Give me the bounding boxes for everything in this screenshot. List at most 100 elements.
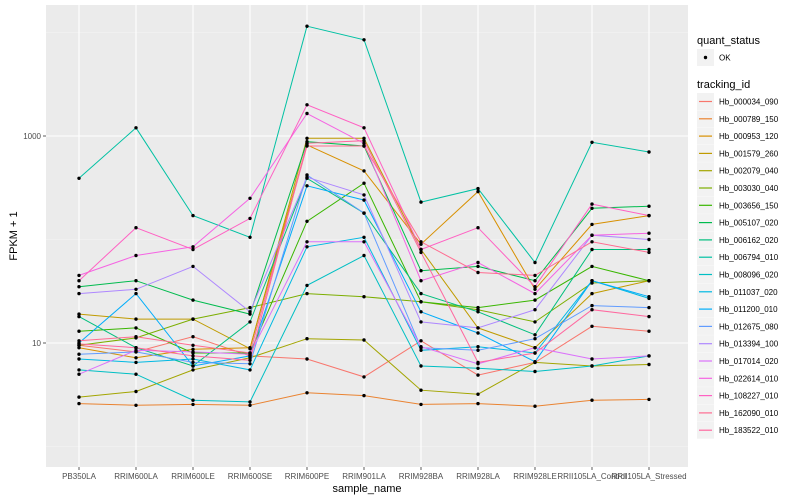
data-point-Hb_022614_010 — [419, 279, 423, 283]
data-point-Hb_162090_010 — [134, 335, 138, 339]
data-point-Hb_005107_020 — [419, 269, 423, 273]
data-point-Hb_017014_020 — [305, 240, 309, 244]
data-point-Hb_017014_020 — [533, 346, 537, 350]
data-point-Hb_108227_010 — [647, 213, 651, 218]
data-point-Hb_000953_120 — [134, 356, 138, 360]
data-point-Hb_162090_010 — [77, 339, 81, 343]
data-point-Hb_017014_020 — [419, 345, 423, 349]
data-point-Hb_011037_020 — [476, 345, 480, 349]
x-tick-label: RRII105LA_Control — [557, 472, 627, 481]
data-point-Hb_006162_020 — [590, 247, 594, 252]
data-point-Hb_013394_100 — [191, 264, 195, 269]
data-point-Hb_011200_010 — [590, 279, 594, 283]
data-point-Hb_008096_020 — [191, 398, 195, 402]
legend-label: Hb_000034_090 — [719, 98, 779, 107]
data-point-Hb_108227_010 — [305, 103, 309, 107]
data-point-Hb_000789_150 — [647, 397, 651, 402]
data-point-Hb_011037_020 — [362, 235, 366, 239]
data-point-Hb_162090_010 — [533, 273, 537, 278]
data-point-Hb_183522_010 — [191, 354, 195, 358]
data-point-Hb_011037_020 — [248, 368, 252, 372]
data-point-Hb_001579_260 — [362, 136, 366, 140]
data-point-Hb_013394_100 — [305, 175, 309, 179]
legend-label: Hb_003030_040 — [719, 184, 779, 193]
data-point-Hb_008096_020 — [134, 372, 138, 376]
data-point-Hb_013394_100 — [476, 326, 480, 330]
data-point-Hb_012675_080 — [590, 303, 594, 308]
data-point-Hb_013394_100 — [533, 308, 537, 312]
legend-label: Hb_006794_010 — [719, 253, 779, 262]
data-point-Hb_000789_150 — [362, 393, 366, 398]
y-tick-label: 1000 — [23, 132, 41, 141]
data-point-Hb_162090_010 — [590, 240, 594, 244]
data-point-Hb_108227_010 — [362, 126, 366, 130]
data-point-Hb_002079_040 — [77, 395, 81, 399]
data-point-Hb_006162_020 — [77, 314, 81, 319]
data-point-Hb_006794_010 — [476, 186, 480, 191]
data-point-Hb_006162_020 — [248, 320, 252, 324]
data-point-Hb_000789_150 — [476, 401, 480, 406]
data-point-Hb_022614_010 — [533, 291, 537, 296]
data-point-Hb_012675_080 — [533, 337, 537, 341]
data-point-Hb_002079_040 — [191, 368, 195, 372]
data-point-Hb_000789_150 — [191, 402, 195, 407]
data-point-Hb_001579_260 — [590, 291, 594, 296]
data-point-Hb_006794_010 — [191, 213, 195, 218]
legend-label: Hb_003656_150 — [719, 201, 779, 210]
data-point-Hb_011037_020 — [419, 348, 423, 352]
data-point-Hb_006162_020 — [533, 333, 537, 337]
x-tick-label: RRIM928LE — [513, 472, 557, 481]
x-tick-label: RRIM600LA — [114, 472, 158, 481]
data-point-Hb_005107_020 — [77, 285, 81, 289]
legend-label: Hb_008096_020 — [719, 271, 779, 280]
data-point-Hb_022614_010 — [134, 253, 138, 258]
minor-gridlines — [46, 32, 688, 447]
x-axis-title: sample_name — [332, 483, 401, 495]
legend-shape-title: quant_status — [697, 35, 760, 47]
data-point-Hb_000789_150 — [419, 402, 423, 407]
legend-items: Hb_000034_090 Hb_000789_150 Hb_000953_120 H… — [697, 93, 779, 439]
data-point-Hb_006794_010 — [590, 140, 594, 144]
data-point-Hb_022614_010 — [77, 273, 81, 278]
data-point-Hb_022614_010 — [305, 111, 309, 116]
data-point-Hb_012675_080 — [476, 348, 480, 352]
x-tick-label: RRIM928BA — [399, 472, 444, 481]
data-point-Hb_006162_020 — [476, 310, 480, 314]
data-point-Hb_022614_010 — [590, 233, 594, 237]
data-point-Hb_108227_010 — [476, 226, 480, 230]
legend-label: Hb_000953_120 — [719, 132, 779, 141]
data-point-Hb_017014_020 — [362, 240, 366, 244]
data-point-Hb_011037_020 — [305, 245, 309, 249]
data-point-Hb_003030_040 — [248, 305, 252, 310]
legend-label: Hb_006162_020 — [719, 236, 779, 245]
data-point-Hb_012675_080 — [362, 211, 366, 215]
data-point-Hb_002079_040 — [647, 362, 651, 367]
data-point-Hb_005107_020 — [590, 206, 594, 210]
data-point-Hb_001579_260 — [77, 312, 81, 316]
data-point-Hb_008096_020 — [305, 283, 309, 288]
data-point-Hb_006794_010 — [248, 235, 252, 239]
data-point-Hb_011037_020 — [134, 360, 138, 365]
data-point-Hb_162090_010 — [248, 351, 252, 355]
data-point-Hb_006794_010 — [533, 260, 537, 265]
data-point-Hb_013394_100 — [134, 287, 138, 291]
data-point-Hb_006794_010 — [134, 126, 138, 130]
data-point-Hb_000953_120 — [476, 189, 480, 194]
legend-label: Hb_012675_080 — [719, 322, 779, 331]
data-point-Hb_002079_040 — [476, 392, 480, 396]
data-point-Hb_003656_150 — [134, 326, 138, 330]
data-point-Hb_012675_080 — [191, 360, 195, 365]
data-point-Hb_006794_010 — [362, 38, 366, 42]
x-tick-label: RRIM600PE — [285, 472, 329, 481]
data-point-Hb_013394_100 — [77, 291, 81, 296]
data-point-Hb_108227_010 — [590, 202, 594, 206]
data-point-Hb_000789_150 — [590, 398, 594, 402]
data-point-Hb_006162_020 — [419, 291, 423, 296]
data-point-Hb_011200_010 — [476, 331, 480, 335]
data-point-Hb_003656_150 — [476, 305, 480, 310]
data-point-Hb_162090_010 — [476, 270, 480, 275]
data-point-Hb_108227_010 — [419, 247, 423, 252]
x-tick-label: RRIM600LE — [171, 472, 215, 481]
data-point-Hb_000953_120 — [419, 242, 423, 246]
